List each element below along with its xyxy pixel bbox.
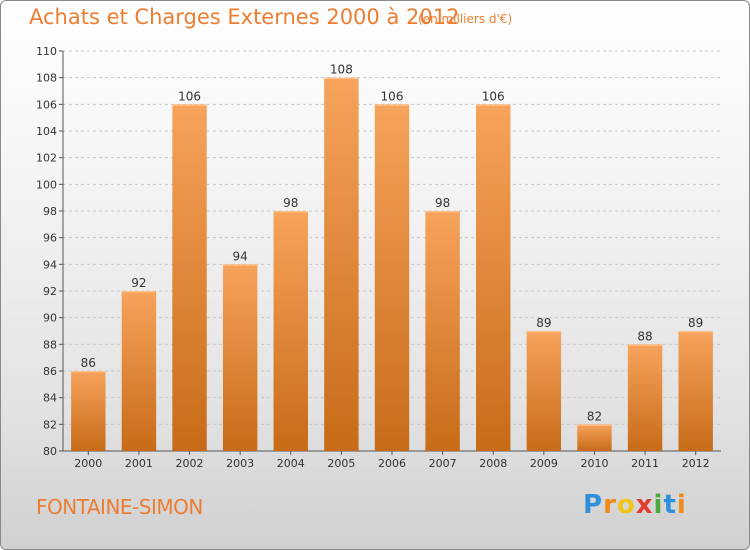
y-tick-label: 106 xyxy=(36,98,57,111)
chart-title: Achats et Charges Externes 2000 à 2012 xyxy=(29,5,460,29)
bar-highlight xyxy=(526,331,562,333)
bar-highlight xyxy=(425,211,460,213)
logo-letter: P xyxy=(583,490,604,520)
proxiti-logo[interactable]: Proxiti xyxy=(583,490,687,520)
y-tick-label: 108 xyxy=(36,72,57,85)
bar-highlight xyxy=(678,331,713,333)
bar-highlight xyxy=(476,104,511,106)
x-tick-label: 2003 xyxy=(226,457,254,470)
y-tick-label: 94 xyxy=(43,258,57,271)
logo-letter: x xyxy=(635,490,654,520)
bar xyxy=(273,211,308,451)
logo-letter: i xyxy=(676,490,687,520)
bar-highlight xyxy=(121,291,157,293)
data-label: 106 xyxy=(381,89,404,103)
x-tick-label: 2008 xyxy=(479,457,507,470)
bar xyxy=(374,104,410,451)
y-tick-label: 80 xyxy=(43,445,57,458)
logo-letter: r xyxy=(603,490,617,520)
x-tick-label: 2006 xyxy=(378,457,406,470)
y-tick-label: 96 xyxy=(43,232,57,245)
bar xyxy=(172,104,207,451)
y-tick-label: 102 xyxy=(36,152,57,165)
x-tick-label: 2007 xyxy=(429,457,457,470)
x-tick-label: 2005 xyxy=(327,457,355,470)
x-tick-label: 2004 xyxy=(277,457,305,470)
logo-letter: t xyxy=(663,490,677,520)
logo-letter: i xyxy=(653,490,664,520)
x-tick-label: 2001 xyxy=(125,457,153,470)
logo-letter: o xyxy=(616,490,636,520)
x-axis: 2000 2001 2002 2003 2004 2005 2006 2007 2008 2009… xyxy=(74,451,710,470)
data-label: 88 xyxy=(637,329,652,343)
data-label: 94 xyxy=(233,249,248,263)
x-tick-label: 2002 xyxy=(176,457,204,470)
y-tick-label: 90 xyxy=(43,312,57,325)
bar xyxy=(476,104,511,451)
bar-highlight xyxy=(627,344,663,346)
y-tick-label: 98 xyxy=(43,205,57,218)
bar xyxy=(526,331,562,451)
bar xyxy=(627,344,663,451)
x-tick-label: 2011 xyxy=(631,457,659,470)
x-tick-label: 2012 xyxy=(682,457,710,470)
data-labels: 86 92 106 94 98 108 106 98 106 89 82 88 89 xyxy=(81,63,704,424)
data-label: 89 xyxy=(536,316,551,330)
bar-highlight xyxy=(577,424,612,426)
bar xyxy=(425,211,460,451)
y-tick-label: 88 xyxy=(43,338,57,351)
y-tick-label: 86 xyxy=(43,365,57,378)
bars xyxy=(71,77,713,452)
bar xyxy=(324,77,359,452)
data-label: 86 xyxy=(81,356,96,370)
bar-highlight xyxy=(172,104,207,106)
y-tick-label: 92 xyxy=(43,285,57,298)
y-tick-label: 100 xyxy=(36,178,57,191)
bar xyxy=(678,331,713,451)
data-label: 108 xyxy=(330,63,353,77)
x-tick-label: 2009 xyxy=(530,457,558,470)
data-label: 89 xyxy=(688,316,703,330)
data-label: 98 xyxy=(435,196,450,210)
bar xyxy=(121,291,157,451)
bar-chart: 80 82 84 86 88 90 92 94 96 98 100 102 104 106 108 110 8… xyxy=(36,45,721,470)
y-tick-label: 104 xyxy=(36,125,57,138)
data-label: 98 xyxy=(283,196,298,210)
bar-highlight xyxy=(374,104,410,106)
chart-unit-label: (en milliers d'€) xyxy=(418,12,513,26)
data-label: 92 xyxy=(131,276,146,290)
x-tick-label: 2000 xyxy=(74,457,102,470)
y-tick-label: 110 xyxy=(36,45,57,58)
bar xyxy=(71,371,106,451)
bar-highlight xyxy=(324,77,359,80)
x-tick-label: 2010 xyxy=(580,457,608,470)
y-tick-label: 82 xyxy=(43,418,57,431)
data-label: 106 xyxy=(178,89,201,103)
y-tick-label: 84 xyxy=(43,392,57,405)
bar-highlight xyxy=(222,264,258,266)
place-name: FONTAINE-SIMON xyxy=(36,495,203,519)
data-label: 82 xyxy=(587,409,602,423)
bar-highlight xyxy=(71,371,106,373)
bar xyxy=(577,424,612,451)
bar-highlight xyxy=(273,211,308,213)
data-label: 106 xyxy=(482,89,505,103)
bar xyxy=(222,264,258,451)
